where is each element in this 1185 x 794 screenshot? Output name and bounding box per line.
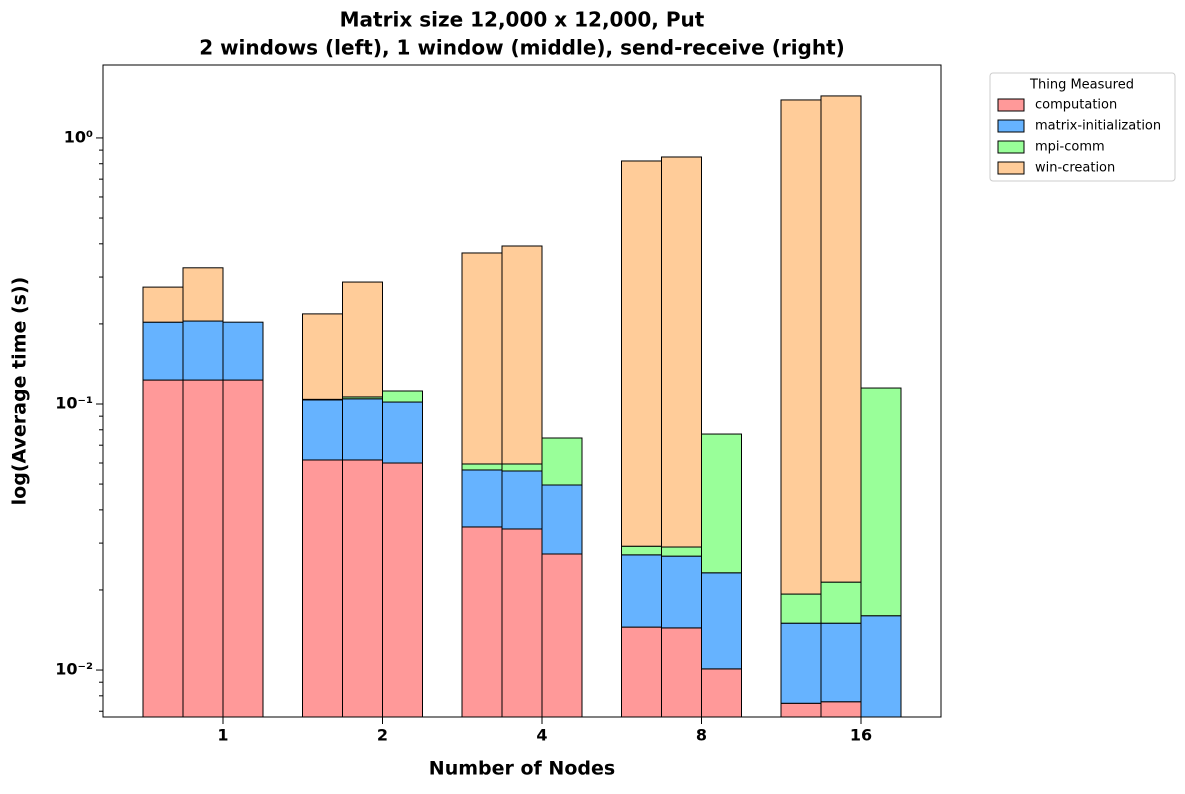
- bar-segment: [461, 252, 503, 465]
- bar-segment: [501, 470, 543, 530]
- x-tick-label: 16: [850, 726, 872, 745]
- bar-segment: [342, 398, 383, 461]
- bar-segment: [342, 281, 383, 398]
- bar-segment: [661, 156, 702, 548]
- bar-segment: [701, 572, 742, 670]
- x-tick-label: 8: [696, 726, 707, 745]
- chart-subtitle: 2 windows (left), 1 window (middle), sen…: [199, 36, 845, 60]
- bar-segment: [182, 267, 224, 322]
- bar-segment: [780, 622, 822, 704]
- bar-segment: [780, 593, 822, 624]
- legend-label: matrix-initialization: [1035, 119, 1161, 134]
- bar-segment: [820, 581, 862, 624]
- bar-segment: [302, 399, 343, 461]
- legend-label: mpi-comm: [1035, 140, 1105, 155]
- legend-swatch: [997, 161, 1025, 175]
- bar-segment: [820, 701, 862, 717]
- bar-segment: [382, 401, 423, 464]
- legend-title: Thing Measured: [1029, 78, 1134, 93]
- bar-segment: [661, 627, 702, 717]
- bar-segment: [222, 321, 264, 381]
- bar-segment: [222, 379, 264, 717]
- bar-segment: [302, 459, 343, 717]
- bar-segment: [461, 469, 503, 528]
- legend-box: [989, 72, 1176, 182]
- bar-segment: [182, 379, 224, 717]
- x-tick-label: 4: [536, 726, 547, 745]
- plot-frame: [102, 64, 942, 718]
- bar-segment: [461, 463, 503, 471]
- bar-segment: [860, 387, 902, 617]
- x-tick-label: 1: [217, 726, 228, 745]
- legend-label: computation: [1035, 98, 1117, 113]
- bars: [142, 95, 902, 717]
- bar-segment: [621, 160, 662, 547]
- bar-segment: [142, 321, 184, 381]
- legend-swatch: [997, 119, 1025, 133]
- bar-segment: [541, 484, 583, 555]
- bar-segment: [621, 554, 662, 628]
- y-tick-label: 10⁰: [64, 127, 93, 146]
- y-tick-label: 10⁻¹: [55, 393, 93, 412]
- legend-swatch: [997, 140, 1025, 154]
- bar-segment: [142, 286, 184, 323]
- bar-segment: [501, 245, 543, 465]
- bar-segment: [780, 702, 822, 717]
- y-axis-label: log(Average time (s)): [9, 277, 31, 506]
- bar-segment: [501, 463, 543, 472]
- bar-segment: [621, 545, 662, 556]
- bar-segment: [621, 626, 662, 717]
- bar-segment: [661, 555, 702, 629]
- bar-segment: [142, 379, 184, 717]
- bar-segment: [661, 546, 702, 557]
- x-tick-label: 2: [377, 726, 388, 745]
- bar-segment: [382, 390, 423, 403]
- bar-segment: [820, 622, 862, 703]
- bar-segment: [382, 462, 423, 717]
- bar-segment: [541, 437, 583, 486]
- chart-title: Matrix size 12,000 x 12,000, Put: [340, 8, 705, 32]
- bar-segment: [182, 320, 224, 381]
- bar-segment: [701, 668, 742, 717]
- x-axis-label: Number of Nodes: [429, 758, 615, 780]
- legend-label: win-creation: [1035, 161, 1115, 176]
- bar-segment: [780, 99, 822, 595]
- bar-segment: [541, 553, 583, 717]
- bar-segment: [342, 459, 383, 717]
- bar-segment: [701, 433, 742, 574]
- bar-segment: [501, 528, 543, 717]
- bar-segment: [302, 313, 343, 400]
- bar-segment: [820, 95, 862, 583]
- bar-segment: [461, 526, 503, 717]
- legend-swatch: [997, 98, 1025, 112]
- y-tick-label: 10⁻²: [55, 660, 93, 679]
- bar-segment: [860, 615, 902, 717]
